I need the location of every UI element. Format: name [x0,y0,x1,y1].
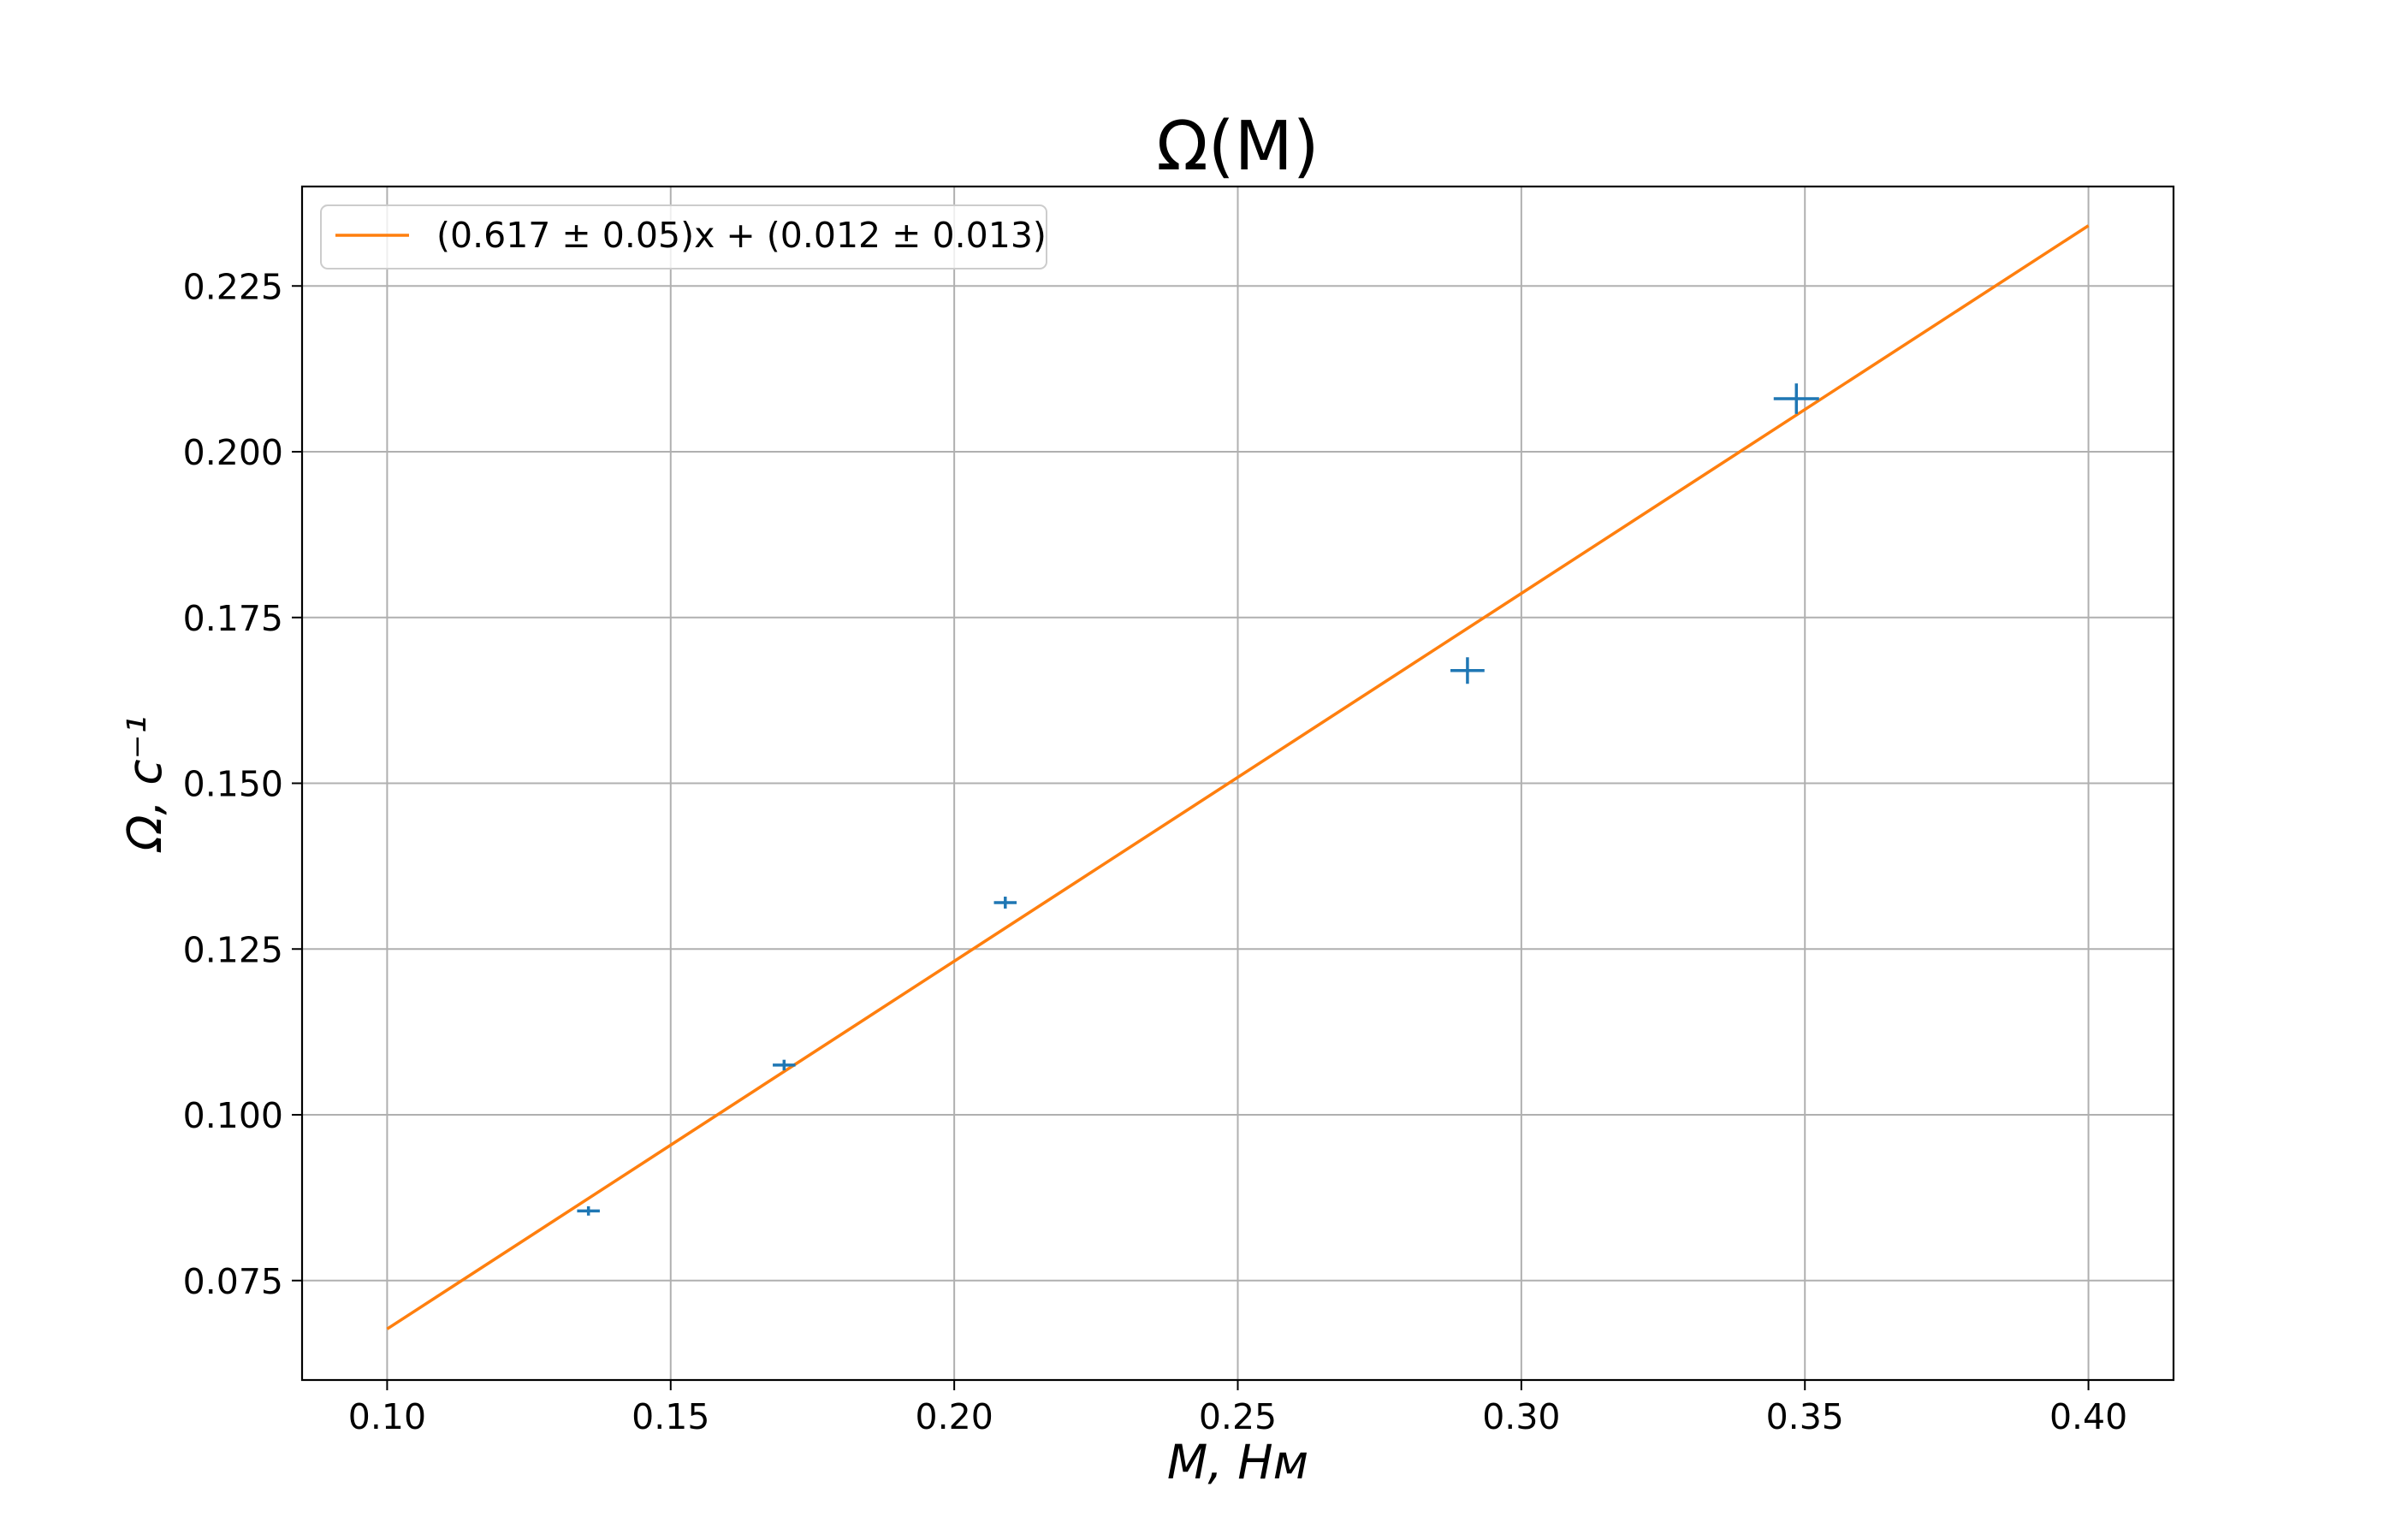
legend-label-fit-line: (0.617 ± 0.05)x + (0.012 ± 0.013) [436,215,1047,256]
y-axis-title: Ω, c⁻¹ [117,715,172,852]
y-tick-label: 0.100 [183,1095,283,1136]
x-tick-label: 0.40 [2049,1396,2127,1437]
legend-box [320,204,1047,270]
chart-title: Ω(M) [1156,107,1319,186]
x-tick-label: 0.35 [1766,1396,1844,1437]
axis-ticks: 0.10 0.15 0.20 0.25 0.30 0.35 0.40 0.075 0.100 0.… [183,266,2128,1437]
legend: (0.617 ± 0.05)x + (0.012 ± 0.013) [320,204,1047,270]
x-tick-label: 0.25 [1199,1396,1277,1437]
x-tick-label: 0.30 [1482,1396,1560,1437]
x-tick-label: 0.15 [632,1396,709,1437]
y-tick-label: 0.200 [183,432,283,473]
data-point [1773,383,1819,414]
y-tick-label: 0.225 [183,266,283,307]
x-axis-title: M, Нм [1167,1435,1308,1490]
y-tick-label: 0.175 [183,598,283,639]
x-tick-label: 0.20 [915,1396,993,1437]
data-point [773,1059,796,1071]
x-tick-label: 0.10 [348,1396,426,1437]
data-point [577,1205,600,1216]
plot-data [386,224,2090,1330]
y-tick-label: 0.125 [183,929,283,970]
y-tick-label: 0.075 [183,1261,283,1302]
data-point [1450,657,1485,684]
grid [302,187,2174,1380]
data-point [993,897,1017,909]
fit-line [386,224,2090,1330]
y-tick-label: 0.150 [183,764,283,805]
